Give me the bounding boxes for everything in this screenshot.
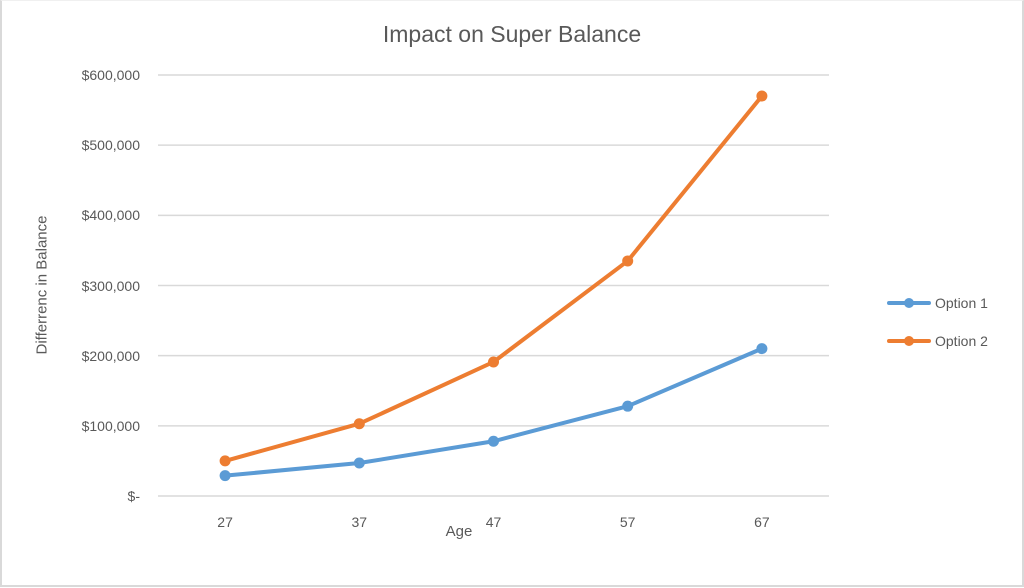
x-tick-label: 57 bbox=[619, 514, 636, 530]
legend-item-option-2[interactable]: Option 2 bbox=[887, 331, 988, 351]
data-point[interactable] bbox=[219, 470, 231, 482]
data-point[interactable] bbox=[219, 455, 231, 467]
data-point[interactable] bbox=[488, 435, 499, 447]
series-marker-icon bbox=[887, 336, 931, 346]
series-marker-icon bbox=[887, 298, 931, 308]
x-tick-label: 47 bbox=[485, 514, 502, 530]
legend-item-option-1[interactable]: Option 1 bbox=[887, 293, 988, 313]
series-line-2[interactable] bbox=[223, 94, 764, 463]
data-point[interactable] bbox=[756, 343, 768, 355]
x-tick-label: 27 bbox=[217, 514, 233, 530]
series-line-1[interactable] bbox=[223, 346, 764, 478]
y-tick-label: $600,000 bbox=[81, 67, 140, 83]
data-point[interactable] bbox=[353, 418, 365, 430]
x-tick-label: 37 bbox=[351, 514, 368, 530]
legend-label: Option 2 bbox=[935, 333, 988, 349]
chart-title: Impact on Super Balance bbox=[382, 21, 642, 47]
legend: Option 1 Option 2 bbox=[887, 293, 988, 369]
data-point[interactable] bbox=[756, 90, 768, 102]
y-tick-label: $500,000 bbox=[81, 137, 140, 154]
y-tick-label: $300,000 bbox=[81, 277, 140, 294]
x-axis-title: Age bbox=[445, 523, 473, 540]
legend-label: Option 1 bbox=[935, 295, 988, 311]
y-tick-label: $- bbox=[127, 488, 140, 504]
data-point[interactable] bbox=[488, 356, 499, 368]
x-tick-label: 67 bbox=[754, 514, 770, 530]
data-point[interactable] bbox=[353, 457, 365, 469]
y-tick-label: $200,000 bbox=[81, 347, 140, 364]
y-tick-label: $100,000 bbox=[81, 417, 140, 434]
y-tick-label: $400,000 bbox=[81, 207, 140, 224]
data-point[interactable] bbox=[622, 400, 634, 412]
data-point[interactable] bbox=[622, 255, 634, 267]
